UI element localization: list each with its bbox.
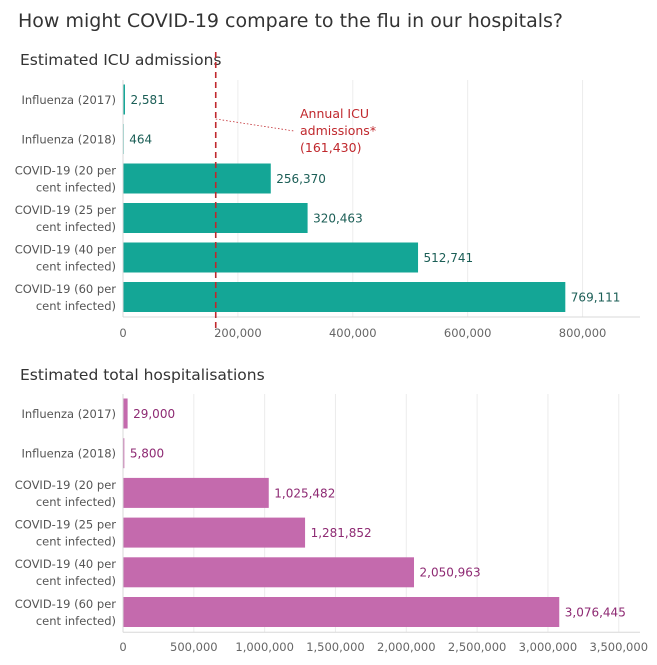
- x-tick-label: 3,500,000: [589, 640, 648, 654]
- annotation-leader: [215, 118, 295, 132]
- x-tick-label: 600,000: [444, 326, 492, 340]
- x-tick-label: 2,000,000: [377, 640, 436, 654]
- value-label: 464: [129, 132, 152, 146]
- value-label: 3,076,445: [565, 605, 626, 619]
- bar: [123, 477, 269, 508]
- bar: [123, 84, 125, 115]
- x-tick-label: 800,000: [559, 326, 607, 340]
- reference-annotation: Annual ICU admissions* (161,430): [300, 106, 376, 155]
- category-label: COVID-19 (25 per cent infected): [15, 203, 117, 234]
- category-label: Influenza (2017): [21, 407, 116, 421]
- x-tick-label: 1,000,000: [235, 640, 294, 654]
- value-label: 2,581: [130, 93, 164, 107]
- x-tick-label: 0: [119, 326, 126, 340]
- value-label: 256,370: [276, 172, 326, 186]
- category-label: COVID-19 (20 per cent infected): [15, 163, 117, 194]
- x-tick-label: 400,000: [329, 326, 377, 340]
- value-label: 1,281,852: [311, 526, 372, 540]
- value-label: 1,025,482: [274, 486, 335, 500]
- bar: [123, 557, 415, 588]
- page-title: How might COVID-19 compare to the flu in…: [18, 10, 563, 32]
- category-label: COVID-19 (60 per cent infected): [15, 597, 117, 628]
- x-tick-label: 200,000: [214, 326, 262, 340]
- chart-title: Estimated ICU admissions: [20, 51, 221, 69]
- chart-title: Estimated total hospitalisations: [20, 366, 265, 384]
- value-label: 29,000: [133, 407, 175, 421]
- x-tick-label: 3,000,000: [519, 640, 578, 654]
- bar: [123, 163, 271, 194]
- bar: [123, 517, 306, 548]
- value-label: 320,463: [313, 211, 363, 225]
- x-tick-label: 2,500,000: [448, 640, 507, 654]
- x-tick-label: 1,500,000: [306, 640, 365, 654]
- icu-admissions-chart: Estimated ICU admissions 0 200,000 400,000 6…: [15, 51, 640, 340]
- x-tick-label: 500,000: [170, 640, 218, 654]
- category-label: COVID-19 (40 per cent infected): [15, 242, 117, 273]
- value-label: 769,111: [571, 290, 621, 304]
- value-label: 512,741: [424, 251, 474, 265]
- bar: [123, 597, 560, 627]
- category-label: Influenza (2018): [21, 132, 116, 146]
- category-label: COVID-19 (40 per cent infected): [15, 557, 117, 588]
- category-label: Influenza (2017): [21, 93, 116, 107]
- value-label: 2,050,963: [420, 566, 481, 580]
- bar: [123, 398, 128, 429]
- value-label: 5,800: [130, 447, 164, 461]
- bar: [123, 282, 566, 312]
- category-label: Influenza (2018): [21, 447, 116, 461]
- category-label: COVID-19 (60 per cent infected): [15, 282, 117, 313]
- bar: [123, 438, 125, 469]
- hospitalisations-chart: Estimated total hospitalisations 0 500,000…: [15, 366, 648, 654]
- bar: [123, 242, 419, 273]
- category-label: COVID-19 (20 per cent infected): [15, 478, 117, 509]
- category-label: COVID-19 (25 per cent infected): [15, 517, 117, 548]
- x-tick-label: 0: [119, 640, 126, 654]
